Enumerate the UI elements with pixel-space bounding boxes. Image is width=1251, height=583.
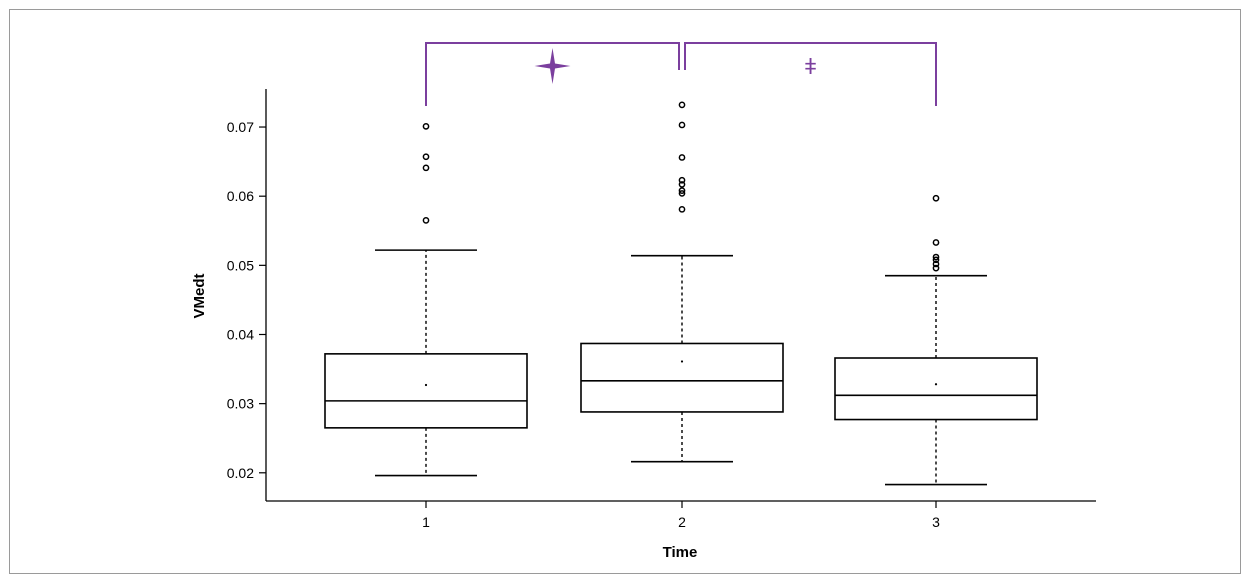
outlier-point: [422, 164, 430, 172]
outlier-point: [678, 101, 686, 109]
outlier-point: [932, 194, 940, 202]
outlier-point: [678, 181, 686, 188]
outlier-point: [932, 256, 940, 264]
bracket-line: [425, 42, 680, 106]
outlier-point: [932, 239, 940, 246]
outlier-point: [932, 260, 940, 268]
y-tick-label: 0.05: [227, 257, 254, 273]
mean-point: [680, 360, 684, 363]
y-tick-label: 0.04: [227, 326, 254, 342]
boxplot-chart: 0.02 0.03 0.04 0.05 0.06 0.07 1 2 3 ǂ Time VMedt: [191, 42, 1096, 561]
outlier-point: [678, 121, 686, 129]
chart-frame: 0.02 0.03 0.04 0.05 0.06 0.07 1 2 3 ǂ Time VMedt: [9, 9, 1241, 574]
x-axis-label: Time: [663, 544, 698, 561]
significance-bracket-2-3: ǂ: [684, 42, 937, 106]
significance-bracket-1-2: [425, 42, 680, 106]
box: [580, 342, 784, 413]
y-tick-label: 0.07: [227, 119, 254, 135]
star-icon: [534, 48, 571, 84]
outlier-point: [422, 122, 430, 130]
x-tick-label: 2: [678, 514, 686, 530]
y-tick-label: 0.03: [227, 396, 254, 412]
outlier-point: [422, 153, 430, 161]
x-tick-label: 3: [932, 514, 940, 530]
outlier-point: [678, 187, 686, 195]
y-tick-label: 0.06: [227, 188, 254, 204]
outlier-point: [678, 190, 686, 197]
significance-symbol: ǂ: [804, 54, 817, 79]
significance-brackets: ǂ: [425, 42, 937, 106]
mean-point: [424, 383, 428, 387]
box-group-2: [580, 101, 784, 463]
axes: 0.02 0.03 0.04 0.05 0.06 0.07 1 2 3: [227, 89, 1096, 530]
box: [834, 357, 1038, 421]
x-tick-label: 1: [422, 514, 430, 530]
y-axis-label: VMedt: [191, 273, 208, 318]
box-group-3: [834, 194, 1038, 486]
y-tick-label: 0.02: [227, 465, 254, 481]
outlier-point: [422, 217, 430, 224]
box-group-1: [324, 122, 528, 477]
outlier-point: [932, 253, 940, 261]
mean-point: [934, 383, 938, 386]
outlier-point: [932, 264, 940, 272]
outlier-point: [678, 154, 686, 161]
outlier-point: [678, 205, 686, 213]
bracket-line: [684, 42, 937, 106]
boxes: [324, 101, 1038, 486]
outlier-point: [678, 176, 686, 184]
box: [324, 353, 528, 429]
